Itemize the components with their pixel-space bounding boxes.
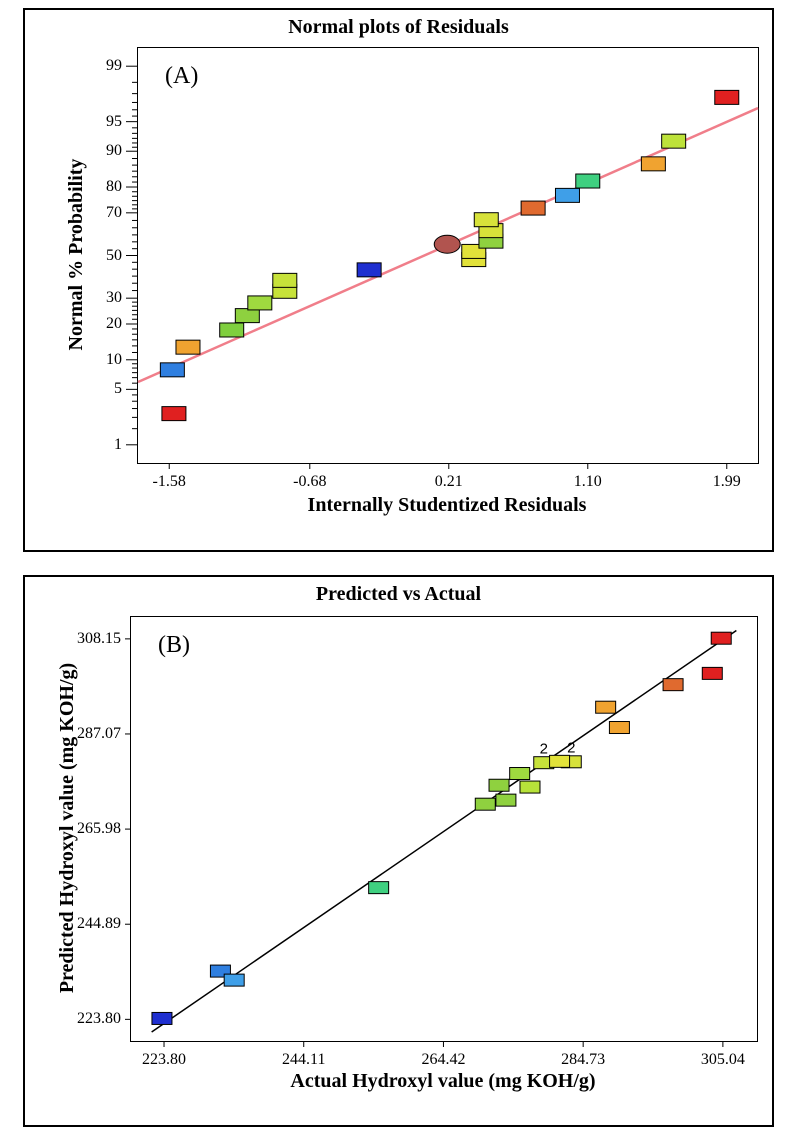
panel-b-point bbox=[224, 974, 244, 986]
panel-b-xtick-label: 244.11 bbox=[282, 1051, 325, 1069]
panel-a-ytick-label: 95 bbox=[82, 113, 122, 131]
panel-b-ylabel: Predicted Hydroxyl value (mg KOH/g) bbox=[56, 616, 79, 1040]
panel-a-ytick-label: 5 bbox=[82, 380, 122, 398]
panel-b-point bbox=[711, 632, 731, 644]
panel-b-point-label: 2 bbox=[567, 739, 575, 756]
panel-b-axes: 223.80244.11264.42284.73305.04223.80244.… bbox=[130, 616, 758, 1042]
panel-b-xtick-label: 284.73 bbox=[561, 1051, 605, 1069]
panel-b-svg bbox=[131, 617, 757, 1041]
panel-a-ytick-label: 1 bbox=[82, 436, 122, 454]
panel-a-ytick-label: 30 bbox=[82, 289, 122, 307]
panel-a-ytick-label: 70 bbox=[82, 204, 122, 222]
panel-a-axes: 15102030507080909599-1.58-0.680.211.101.… bbox=[137, 47, 759, 464]
panel-a-point bbox=[235, 309, 259, 323]
panel-a-ytick-label: 80 bbox=[82, 178, 122, 196]
panel-a-xtick-label: 0.21 bbox=[435, 473, 463, 491]
panel-b-point-label: 2 bbox=[540, 740, 548, 757]
panel-a-point bbox=[641, 157, 665, 171]
panel-a-point bbox=[273, 273, 297, 287]
panel-a-title: Normal plots of Residuals bbox=[25, 16, 772, 39]
panel-b-point bbox=[702, 667, 722, 679]
panel-a-xtick-label: -0.68 bbox=[293, 473, 326, 491]
panel-a-point bbox=[662, 134, 686, 148]
panel-a-point bbox=[160, 363, 184, 377]
panel-b-point bbox=[510, 768, 530, 780]
panel-a-frame: Normal plots of Residuals151020305070809… bbox=[23, 8, 774, 552]
panel-a-ytick-label: 10 bbox=[82, 351, 122, 369]
panel-b-point bbox=[369, 882, 389, 894]
panel-a-svg bbox=[138, 48, 758, 463]
panel-a-ytick-label: 99 bbox=[82, 57, 122, 75]
panel-b-point bbox=[489, 779, 509, 791]
panel-b-xtick-label: 223.80 bbox=[142, 1051, 186, 1069]
panel-a-ytick-label: 90 bbox=[82, 142, 122, 160]
panel-a-point bbox=[715, 90, 739, 104]
panel-a-point bbox=[162, 407, 186, 421]
panel-a-ylabel: Normal % Probability bbox=[65, 47, 88, 462]
panel-a-point bbox=[576, 174, 600, 188]
panel-a-ytick-label: 50 bbox=[82, 247, 122, 265]
panel-b-point bbox=[152, 1012, 172, 1024]
panel-b-point bbox=[520, 781, 540, 793]
panel-b-tag: (B) bbox=[158, 632, 190, 659]
panel-a-point bbox=[176, 340, 200, 354]
panel-b-xlabel: Actual Hydroxyl value (mg KOH/g) bbox=[130, 1070, 756, 1093]
panel-a-point bbox=[434, 235, 460, 253]
panel-a-point bbox=[555, 188, 579, 202]
panel-a-point bbox=[521, 201, 545, 215]
panel-b-point bbox=[550, 755, 570, 767]
panel-a-point bbox=[357, 263, 381, 277]
panel-b-frame: Predicted vs Actual 223.80 244.11 264.42 284… bbox=[23, 575, 774, 1127]
panel-b-point bbox=[496, 794, 516, 806]
panel-a-point bbox=[248, 296, 272, 310]
panel-a-ytick-label: 20 bbox=[82, 315, 122, 333]
panel-a-xtick-label: 1.99 bbox=[713, 473, 741, 491]
panel-a-point bbox=[474, 213, 498, 227]
panel-b-xtick-label: 305.04 bbox=[701, 1051, 745, 1069]
panel-a-point bbox=[220, 323, 244, 337]
panel-b-point bbox=[596, 701, 616, 713]
panel-b-point bbox=[609, 722, 629, 734]
panel-a-xtick-label: 1.10 bbox=[574, 473, 602, 491]
panel-a-tag: (A) bbox=[165, 63, 198, 90]
panel-b-point bbox=[663, 679, 683, 691]
panel-a-xlabel: Internally Studentized Residuals bbox=[137, 494, 757, 517]
panel-b-fit-line bbox=[152, 631, 737, 1032]
panel-b-xtick-label: 264.42 bbox=[421, 1051, 465, 1069]
panel-a-xtick-label: -1.58 bbox=[153, 473, 186, 491]
panel-b-title: Predicted vs Actual bbox=[25, 583, 772, 606]
panel-b-point bbox=[475, 798, 495, 810]
